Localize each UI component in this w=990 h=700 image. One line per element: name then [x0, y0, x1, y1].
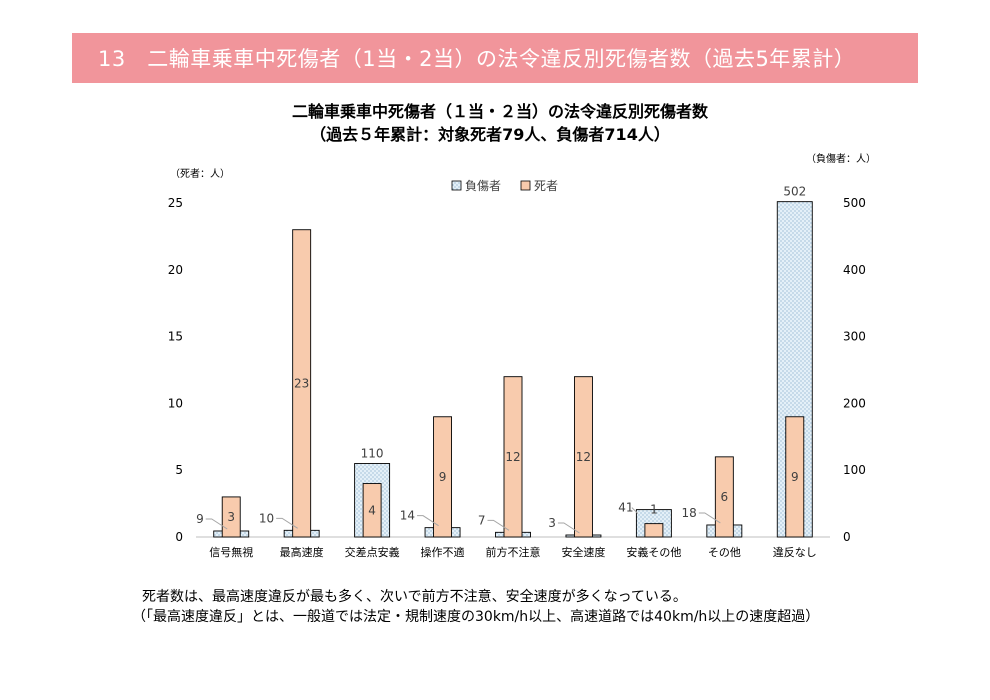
death-bar — [292, 229, 312, 538]
summary-note: 死者数は、最高速度違反が最も多く、次いで前方不注意、安全速度が多くなっている。 — [142, 589, 687, 605]
legend-swatch-deaths — [520, 180, 531, 191]
injured-value-label: 14 — [400, 509, 415, 523]
death-value-label: 1 — [650, 503, 658, 517]
category-label: 違反なし — [773, 546, 817, 559]
category-label: 操作不適 — [421, 545, 465, 559]
death-bar — [362, 483, 382, 538]
legend: 負傷者 死者 — [451, 178, 558, 193]
injured-value-label: 7 — [478, 513, 486, 527]
death-value-label: 12 — [576, 450, 591, 464]
death-bar — [221, 496, 241, 538]
category-label: 最高速度 — [280, 545, 324, 559]
death-value-label: 6 — [721, 490, 729, 504]
left-tick-label: 15 — [168, 330, 183, 344]
chart-title: 二輪車乗車中死傷者（１当・２当）の法令違反別死傷者数 — [292, 102, 709, 121]
right-tick-label: 300 — [843, 330, 866, 344]
label-leader-line — [557, 522, 580, 534]
left-tick-label: 0 — [175, 530, 183, 544]
bars — [213, 201, 813, 538]
right-tick-label: 100 — [843, 463, 866, 477]
death-value-label: 12 — [505, 450, 520, 464]
death-bar — [644, 523, 664, 538]
legend-label-deaths: 死者 — [534, 179, 558, 193]
left-tick-label: 25 — [168, 196, 183, 210]
label-leader-line — [698, 512, 721, 524]
left-axis-unit: （死者：人） — [170, 168, 230, 180]
death-bar — [503, 376, 523, 538]
injured-value-label: 502 — [783, 185, 806, 199]
death-bar — [573, 376, 593, 538]
legend-swatch-injured — [451, 180, 462, 191]
definition-note: （「最高速度違反」とは、一般道では法定・規制速度の30km/h以上、高速道路では… — [132, 609, 820, 625]
label-leader-line — [417, 515, 439, 527]
death-value-label: 3 — [227, 510, 235, 524]
injured-value-label: 110 — [361, 447, 384, 461]
injured-value-label: 41 — [618, 501, 633, 515]
left-tick-label: 20 — [168, 263, 183, 277]
injured-value-label: 9 — [196, 512, 204, 526]
chart-subtitle: （過去５年累計：対象死者79人、負傷者714人） — [310, 125, 670, 144]
label-leader-line — [631, 507, 639, 514]
category-label: 交差点安義 — [345, 545, 400, 559]
section-header: 13 二輪車乗車中死傷者（1当・2当）の法令違反別死傷者数（過去5年累計） — [72, 33, 918, 83]
right-axis-unit: （負傷者：人） — [806, 152, 876, 165]
right-tick-label: 0 — [843, 530, 851, 544]
injured-value-label: 18 — [682, 506, 697, 520]
label-leader-line — [276, 517, 298, 529]
injured-value-label: 10 — [259, 511, 274, 525]
death-value-label: 4 — [368, 503, 376, 517]
right-tick-label: 200 — [843, 396, 866, 410]
death-value-label: 9 — [791, 470, 799, 484]
section-title: 13 二輪車乗車中死傷者（1当・2当）の法令違反別死傷者数（過去5年累計） — [98, 47, 856, 71]
category-label: 安全速度 — [561, 545, 605, 559]
right-tick-label: 500 — [843, 196, 866, 210]
left-tick-label: 5 — [175, 463, 183, 477]
axes: 0 5 10 15 20 25 0 100 200 300 400 500 信号無視 最高速度 交差点安義 操… — [168, 196, 866, 559]
left-tick-label: 10 — [168, 396, 183, 410]
death-value-label: 23 — [294, 376, 309, 390]
category-label: 信号無視 — [209, 545, 253, 559]
category-label: その他 — [708, 546, 741, 559]
category-label: 安義その他 — [626, 545, 681, 559]
label-leader-line — [205, 518, 228, 530]
death-value-label: 9 — [439, 470, 447, 484]
right-tick-label: 400 — [843, 263, 866, 277]
category-label: 前方不注意 — [486, 545, 541, 559]
legend-label-injured: 負傷者 — [465, 178, 501, 193]
data-labels: 3 9 23 10 4 110 9 14 12 7 12 3 1 41 6 18 9 502 — [196, 185, 806, 534]
label-leader-line — [487, 519, 510, 531]
death-bar — [433, 416, 453, 538]
death-bar — [785, 416, 805, 538]
injured-value-label: 3 — [548, 516, 556, 530]
death-bar — [714, 456, 734, 538]
